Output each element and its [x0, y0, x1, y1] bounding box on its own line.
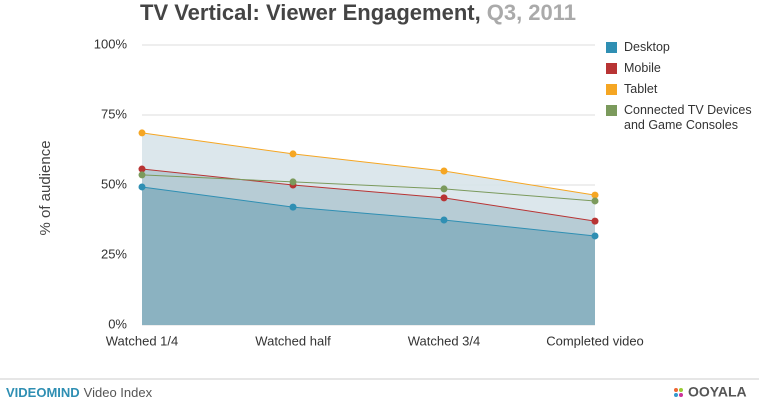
x-tick-label: Watched 3/4 — [408, 333, 481, 348]
y-axis-label: % of audience — [37, 140, 54, 235]
line — [141, 132, 596, 196]
legend-item: Desktop — [604, 40, 756, 55]
line — [141, 168, 596, 222]
legend-item: Tablet — [604, 82, 756, 97]
point — [289, 203, 297, 211]
y-tick-label: 75% — [101, 106, 127, 121]
logo-dots — [674, 388, 683, 397]
logo: OOYALA — [688, 384, 747, 400]
x-tick-label: Completed video — [546, 333, 644, 348]
footer-caption: Video Index — [84, 385, 153, 400]
chart-title: TV Vertical: Viewer Engagement, Q3, 2011 — [140, 0, 576, 25]
point — [591, 217, 599, 225]
legend-label: Connected TV Devices and Game Consoles — [624, 103, 752, 132]
footer-brand: VIDEOMIND — [6, 385, 80, 400]
legend-label: Mobile — [624, 61, 661, 75]
y-tick-label: 0% — [108, 316, 127, 331]
area — [142, 186, 595, 325]
line — [141, 174, 596, 202]
y-tick-label: 25% — [101, 246, 127, 261]
point — [289, 150, 297, 158]
y-tick-label: 50% — [101, 176, 127, 191]
legend: Desktop Mobile Tablet Connected TV Devices … — [604, 40, 756, 139]
point — [440, 194, 448, 202]
legend-item: Mobile — [604, 61, 756, 76]
y-tick-label: 100% — [94, 36, 128, 51]
point — [138, 171, 146, 179]
legend-swatch — [606, 63, 617, 74]
x-tick-label: Watched 1/4 — [106, 333, 179, 348]
point — [138, 183, 146, 191]
title: TV Vertical: Viewer Engagement, — [140, 0, 481, 25]
point — [591, 191, 599, 199]
subtitle: Q3, 2011 — [487, 0, 576, 25]
legend-label: Desktop — [624, 40, 670, 54]
point — [289, 178, 297, 186]
point — [440, 216, 448, 224]
point — [440, 185, 448, 193]
legend-label: Tablet — [624, 82, 658, 96]
legend-swatch — [606, 42, 617, 53]
point — [138, 165, 146, 173]
legend-item: Connected TV Devices and Game Consoles — [604, 103, 756, 133]
point — [138, 129, 146, 137]
line — [141, 186, 596, 237]
footer-text: VIDEOMIND Video Index — [6, 385, 153, 400]
legend-swatch — [606, 105, 617, 116]
point — [591, 197, 599, 205]
x-tick-label: Watched half — [255, 333, 331, 348]
legend-swatch — [606, 84, 617, 95]
point — [440, 167, 448, 175]
point — [591, 232, 599, 240]
